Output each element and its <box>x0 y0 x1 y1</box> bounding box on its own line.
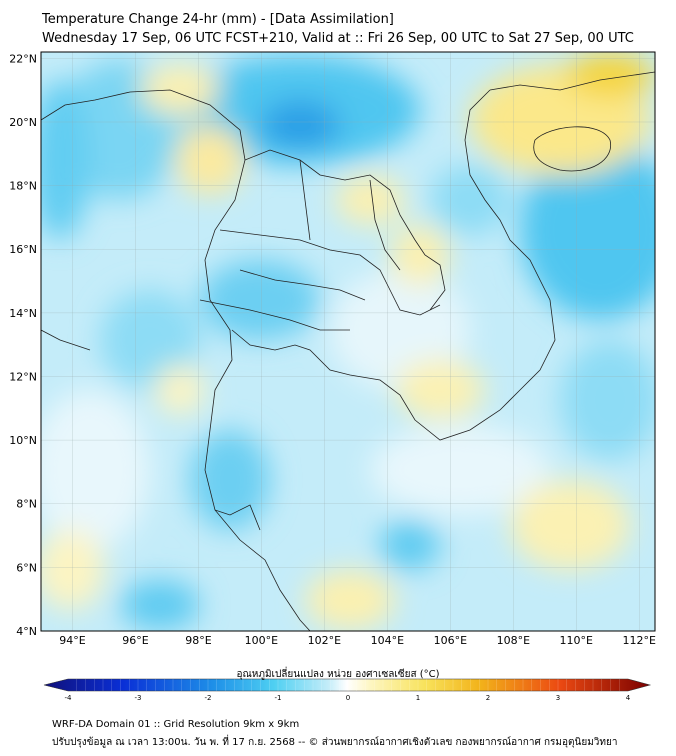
footer-model-info: WRF-DA Domain 01 :: Grid Resolution 9km … <box>52 719 300 730</box>
lon-tick-label: 96°E <box>122 634 148 647</box>
lon-tick-label: 102°E <box>308 634 341 647</box>
map-title: Temperature Change 24-hr (mm) - [Data As… <box>42 12 394 27</box>
lat-tick-label: 22°N <box>9 52 37 65</box>
lon-tick-label: 94°E <box>59 634 85 647</box>
colorbar-tick-label: -2 <box>205 694 212 702</box>
footer-credit: ปรับปรุงข้อมูล ณ เวลา 13:00น. วัน พ. ที่… <box>52 737 618 748</box>
colorbar-tick-label: 2 <box>486 694 490 702</box>
lat-tick-label: 8°N <box>16 498 37 511</box>
temperature-change-map: 22°N 20°N 18°N 16°N 14°N 12°N 10°N 8°N 6°N 4°N 94… <box>9 51 656 702</box>
lat-tick-label: 20°N <box>9 116 37 129</box>
map-frame <box>40 51 656 632</box>
colorbar: -4 -3 -2 -1 0 1 2 3 4 <box>43 678 652 702</box>
lon-tick-label: 98°E <box>185 634 211 647</box>
lon-tick-label: 104°E <box>371 634 404 647</box>
longitude-tick-labels: 94°E 96°E 98°E 100°E 102°E 104°E 106°E 108°E 110… <box>59 634 656 647</box>
colorbar-tick-label: -1 <box>275 694 282 702</box>
lat-tick-label: 10°N <box>9 434 37 447</box>
colorbar-tick-label: 0 <box>346 694 350 702</box>
lat-tick-label: 4°N <box>16 625 37 638</box>
latitude-tick-labels: 22°N 20°N 18°N 16°N 14°N 12°N 10°N 8°N 6°N 4°N <box>9 52 37 638</box>
lat-tick-label: 6°N <box>16 561 37 574</box>
colorbar-tick-label: -4 <box>65 694 73 702</box>
lon-tick-label: 112°E <box>623 634 656 647</box>
lon-tick-label: 100°E <box>245 634 278 647</box>
graticule <box>41 52 655 632</box>
lon-tick-label: 106°E <box>434 634 467 647</box>
colorbar-tick-label: 3 <box>556 694 560 702</box>
colorbar-label: อุณหภูมิเปลี่ยนแปลง หน่วย องศาเซลเซียส (… <box>236 669 440 680</box>
lat-tick-label: 16°N <box>9 243 37 256</box>
colorbar-tick-label: 1 <box>416 694 420 702</box>
colorbar-gradient <box>43 678 652 692</box>
lat-tick-label: 14°N <box>9 307 37 320</box>
lon-tick-label: 110°E <box>560 634 593 647</box>
colorbar-tick-label: 4 <box>626 694 631 702</box>
lat-tick-label: 18°N <box>9 180 37 193</box>
colorbar-tick-label: -3 <box>135 694 142 702</box>
colorbar-ticks: -4 -3 -2 -1 0 1 2 3 4 <box>65 679 631 702</box>
lon-tick-label: 108°E <box>497 634 530 647</box>
borders-coastlines <box>41 71 655 631</box>
map-subtitle: Wednesday 17 Sep, 06 UTC FCST+210, Valid… <box>42 31 634 46</box>
color-field <box>41 52 655 631</box>
lat-tick-label: 12°N <box>9 370 37 383</box>
